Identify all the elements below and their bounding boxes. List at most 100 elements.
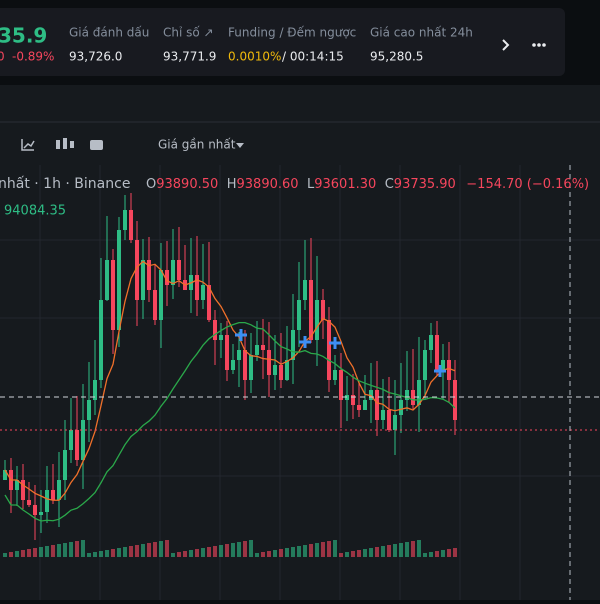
candle <box>171 260 175 285</box>
candle <box>129 210 133 240</box>
candle <box>225 335 229 370</box>
volume <box>105 550 109 557</box>
volume <box>183 551 187 557</box>
stat-value: 93,771.9 <box>163 50 216 64</box>
candle <box>231 360 235 370</box>
candle <box>123 210 127 230</box>
volume <box>123 547 127 557</box>
volume <box>189 550 193 557</box>
volume <box>315 543 319 557</box>
change-prefix: 0 <box>0 50 5 64</box>
candle <box>243 350 247 380</box>
stat-value: 93,726.0 <box>69 50 122 64</box>
candle <box>339 370 343 400</box>
volume <box>369 548 373 557</box>
volume <box>363 549 367 557</box>
volume <box>447 549 451 557</box>
volume <box>393 544 397 557</box>
stat-label[interactable]: Chỉ số ↗ <box>163 26 214 40</box>
candle <box>69 430 73 450</box>
more-button[interactable] <box>532 43 546 47</box>
candle <box>273 365 277 375</box>
indicator-icon[interactable] <box>21 139 35 151</box>
marker <box>235 329 247 341</box>
volume <box>141 544 145 557</box>
candle <box>303 280 307 300</box>
volume <box>9 552 13 557</box>
candle <box>327 320 331 380</box>
volume <box>231 543 235 557</box>
next-button[interactable] <box>502 39 510 51</box>
stat-label[interactable]: Funding / Đếm ngược <box>228 26 356 40</box>
volume <box>405 542 409 557</box>
volume <box>81 540 85 557</box>
volume <box>153 542 157 557</box>
candle <box>3 470 7 480</box>
candle <box>381 410 385 420</box>
candle <box>399 400 403 415</box>
volume <box>27 549 31 557</box>
candle <box>393 415 397 430</box>
candle <box>195 275 199 300</box>
candle <box>291 330 295 360</box>
ma-fast <box>4 260 456 501</box>
candle <box>153 290 157 320</box>
candle <box>255 345 259 355</box>
volume <box>219 545 223 557</box>
stat-extra: / 00:14:15 <box>282 50 344 64</box>
volume <box>69 542 73 557</box>
candle <box>21 480 25 500</box>
volume <box>45 546 49 557</box>
candle <box>51 490 55 500</box>
volume <box>345 552 349 557</box>
candle <box>285 360 289 380</box>
volume <box>303 545 307 557</box>
ma-value: 94084.35 <box>4 204 66 219</box>
symbol: nhất · 1h · Binance <box>0 176 130 192</box>
volume <box>33 548 37 557</box>
candle-icon[interactable] <box>56 138 74 149</box>
candle <box>447 360 451 380</box>
candle <box>93 380 97 400</box>
price-type[interactable]: Giá gần nhất <box>158 138 236 152</box>
volume <box>399 543 403 557</box>
stat-label: Giá đánh dấu <box>69 26 149 40</box>
camera-icon[interactable] <box>90 140 103 150</box>
candle <box>141 260 145 300</box>
volume <box>321 542 325 557</box>
candle <box>27 500 31 505</box>
volume <box>75 541 79 557</box>
volume <box>51 545 55 557</box>
h-label: H <box>227 177 237 192</box>
volume <box>279 549 283 557</box>
h: 93890.60 <box>237 177 299 192</box>
volume <box>387 545 391 557</box>
candle <box>87 400 91 420</box>
volume <box>429 552 433 557</box>
candle <box>177 260 181 280</box>
volume <box>423 553 427 557</box>
c: 93735.90 <box>394 177 456 192</box>
candle <box>351 395 355 405</box>
candle <box>75 430 79 460</box>
volume <box>255 553 259 557</box>
candle <box>39 512 43 515</box>
candle <box>249 355 253 380</box>
candle <box>435 335 439 370</box>
change: −154.70 (−0.16%) <box>466 177 589 192</box>
candle <box>261 345 265 350</box>
o: 93890.50 <box>156 177 218 192</box>
volume <box>93 552 97 557</box>
volume <box>213 546 217 557</box>
stat-value: 0.0010% <box>228 50 281 64</box>
volume <box>129 546 133 557</box>
candle <box>411 390 415 405</box>
volume <box>21 550 25 557</box>
volume <box>411 541 415 557</box>
volume <box>57 544 61 557</box>
candle <box>417 380 421 405</box>
candle <box>111 260 115 330</box>
volume <box>285 548 289 557</box>
dropdown-arrow[interactable] <box>236 143 244 148</box>
